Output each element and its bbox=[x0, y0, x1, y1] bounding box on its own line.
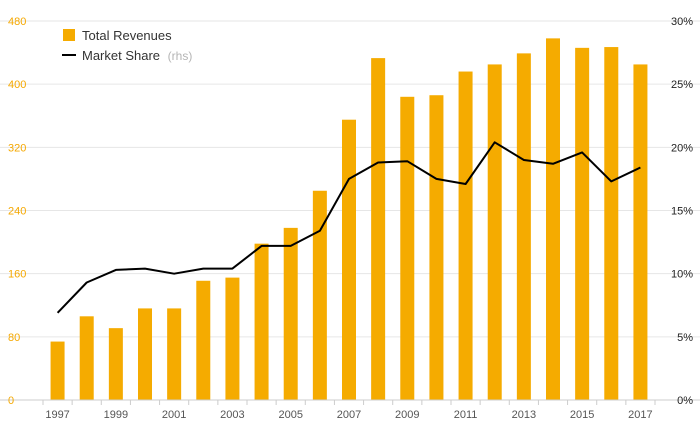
x-tick-label: 1999 bbox=[104, 409, 128, 421]
x-tick-label: 2011 bbox=[454, 409, 478, 421]
bar-2013 bbox=[516, 53, 531, 400]
y-left-tick-label: 0 bbox=[8, 395, 14, 407]
y-left-tick-label: 80 bbox=[8, 332, 20, 344]
x-tick-label: 2015 bbox=[570, 409, 594, 421]
bar-1998 bbox=[79, 316, 94, 400]
bar-2008 bbox=[371, 58, 386, 401]
y-right-tick-label: 15% bbox=[671, 206, 693, 218]
bar-2006 bbox=[312, 190, 327, 400]
bar-2005 bbox=[283, 227, 298, 400]
legend-label-market-share-text: Market Share bbox=[82, 48, 160, 63]
bar-2011 bbox=[458, 71, 473, 401]
y-left-tick-label: 480 bbox=[8, 16, 26, 28]
legend: Total Revenues Market Share (rhs) bbox=[62, 28, 192, 63]
y-right-tick-label: 20% bbox=[671, 142, 693, 154]
y-right-tick-label: 10% bbox=[671, 269, 693, 281]
bar-2007 bbox=[342, 119, 356, 401]
market-share-line-group bbox=[56, 141, 641, 314]
y-left-tick-label: 400 bbox=[8, 79, 26, 91]
x-tick-label: 2001 bbox=[162, 409, 186, 421]
bar-1999 bbox=[108, 328, 123, 400]
legend-label-rhs-note: (rhs) bbox=[168, 49, 193, 63]
y-left-tick-label: 160 bbox=[8, 269, 26, 281]
legend-label-market-share: Market Share (rhs) bbox=[82, 48, 192, 63]
bar-2003 bbox=[225, 277, 240, 400]
revenue-bars bbox=[50, 38, 648, 401]
x-tick-label: 2009 bbox=[395, 409, 419, 421]
market-share-line bbox=[56, 141, 641, 314]
bar-2000 bbox=[138, 308, 152, 400]
y-left-tick-label: 240 bbox=[8, 206, 26, 218]
y-right-tick-label: 25% bbox=[671, 79, 693, 91]
bar-1997 bbox=[50, 341, 65, 400]
x-tick-label: 1997 bbox=[45, 409, 69, 421]
bar-2017 bbox=[633, 64, 648, 400]
x-tick-label: 2005 bbox=[278, 409, 302, 421]
bar-2001 bbox=[167, 308, 182, 400]
x-tick-label: 2017 bbox=[628, 409, 652, 421]
legend-label-revenues: Total Revenues bbox=[82, 28, 172, 43]
bar-2004 bbox=[254, 243, 269, 400]
bar-2014 bbox=[546, 38, 560, 400]
x-tick-label: 2003 bbox=[220, 409, 244, 421]
bar-2015 bbox=[575, 47, 590, 401]
bar-2016 bbox=[604, 47, 619, 401]
bar-2010 bbox=[429, 95, 444, 401]
x-tick-label: 2007 bbox=[337, 409, 361, 421]
y-right-tick-label: 0% bbox=[677, 395, 693, 407]
axes: 0 80 160 240 320 400 480 0% 5% 10% 15% 20% 25% 30% 199… bbox=[0, 16, 700, 421]
bar-2009 bbox=[400, 96, 415, 401]
legend-swatch-revenues bbox=[63, 29, 75, 41]
y-right-tick-label: 30% bbox=[671, 16, 693, 28]
bar-2012 bbox=[487, 64, 502, 400]
x-tick-label: 2013 bbox=[512, 409, 536, 421]
bar-2002 bbox=[196, 280, 211, 400]
y-left-tick-label: 320 bbox=[8, 142, 26, 154]
y-right-tick-label: 5% bbox=[677, 332, 693, 344]
